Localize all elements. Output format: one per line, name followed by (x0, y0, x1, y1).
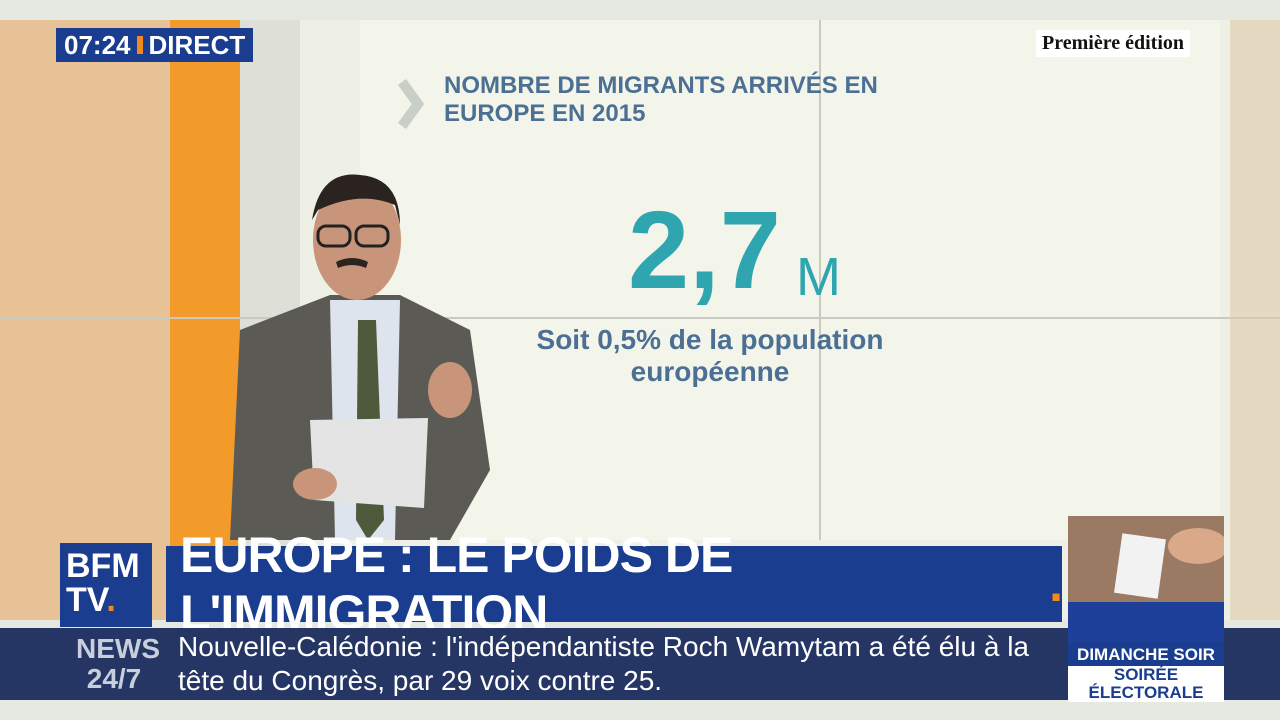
promo-line: SOIRÉE (1113, 665, 1179, 684)
label-line: NEWS (76, 633, 160, 664)
logo-line: TV (66, 581, 107, 619)
logo-dot: . (106, 581, 116, 619)
separator (136, 36, 143, 54)
key-figure: 2,7 (628, 189, 781, 312)
title-line: EUROPE EN 2015 (444, 100, 646, 127)
live-clock: 07:24 DIRECT (56, 28, 254, 62)
logo-line: BFM (66, 547, 140, 585)
channel-logo: BFM TV. (60, 543, 152, 627)
screen-title: NOMBRE DE MIGRANTS ARRIVÉS EN EUROPE EN … (444, 72, 878, 128)
title-line: NOMBRE DE MIGRANTS ARRIVÉS EN (444, 72, 878, 99)
show-name: Première édition (1036, 30, 1190, 57)
ticker-text: Nouvelle-Calédonie : l'indépendantiste R… (178, 630, 1029, 698)
live-label: DIRECT (148, 29, 246, 60)
promo-line: DIMANCHE SOIR (1068, 642, 1224, 668)
headline: EUROPE : LE POIDS DE L'IMMIGRATION (180, 527, 733, 641)
time: 07:24 (64, 29, 131, 60)
eu-flag (1068, 602, 1224, 642)
label-line: 24/7 (86, 663, 142, 694)
ticker-line: tête du Congrès, par 29 voix contre 25. (178, 665, 663, 696)
ticker-label: NEWS 24/7 (76, 633, 160, 694)
promo-line: ÉLECTORALE (1088, 683, 1204, 702)
promo-image (1068, 516, 1224, 606)
figure-unit: M (796, 247, 841, 307)
figure-caption: Soit 0,5% de la population européenne (500, 324, 920, 388)
headline-banner: EUROPE : LE POIDS DE L'IMMIGRATION. (166, 527, 1063, 641)
ticker-bar (0, 628, 1280, 700)
headline-dot: . (1049, 556, 1063, 612)
logo-line: TV. (66, 583, 152, 617)
caption-line: Soit 0,5% de la population (536, 324, 884, 355)
promo-line: SOIRÉE ÉLECTORALE (1068, 666, 1224, 702)
caption-line: européenne (630, 356, 790, 387)
promo-box: DIMANCHE SOIR SOIRÉE ÉLECTORALE (1068, 516, 1224, 702)
ticker-line: Nouvelle-Calédonie : l'indépendantiste R… (178, 631, 1030, 662)
